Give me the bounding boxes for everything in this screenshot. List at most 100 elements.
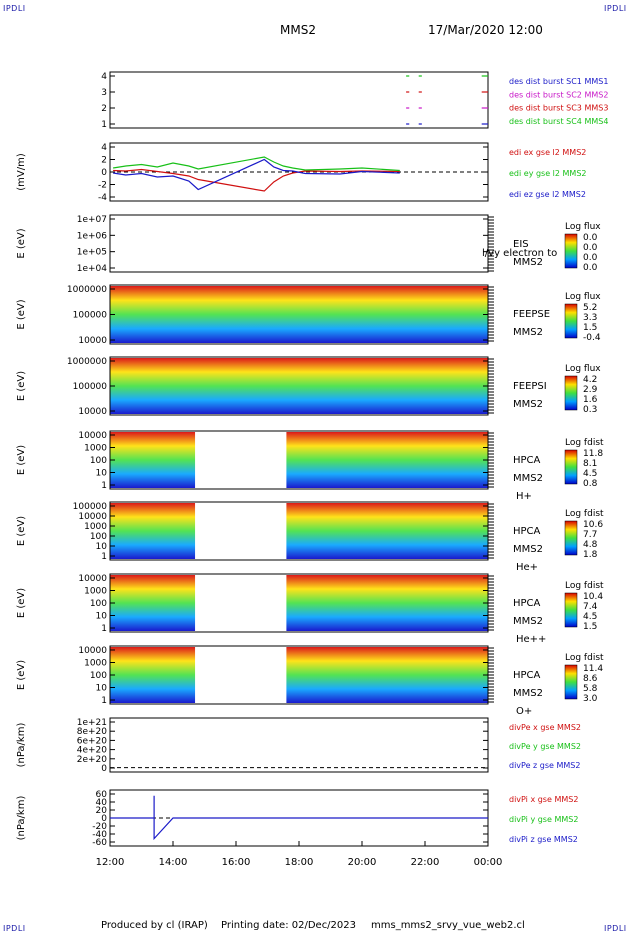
panel-label: HPCA [513,455,541,466]
datetime-title: 17/Mar/2020 12:00 [428,23,543,37]
heatmap-block [110,286,488,343]
colorbar-tick: 4.5 [583,612,597,622]
legend-entry: edi ex gse l2 MMS2 [509,148,586,157]
ytick-label: 1 [101,481,107,491]
panel-label: MMS2 [513,257,543,268]
corner-label-br: IPDLI [604,924,627,933]
ytick-label: 1 [101,696,107,706]
panel-label: He++ [516,634,546,645]
colorbar-tick: 11.8 [583,449,603,459]
legend-entry: divPe x gse MMS2 [509,723,581,732]
colorbar-tick: 11.4 [583,664,603,674]
ytick-label: -2 [98,181,107,191]
colorbar-tick: 0.3 [583,405,597,415]
series-line-ez [113,158,400,191]
ytick-label: 8e+20 [77,727,108,737]
ytick-label: 1e+07 [77,215,107,225]
ytick-label: 4 [101,72,107,82]
legend-entry: divPi y gse MMS2 [509,815,578,824]
ytick-label: 100 [90,671,107,681]
xtick-label: 22:00 [411,857,440,868]
colorbar-tick: 8.1 [583,459,597,469]
panel-label: FEEPSI [513,381,547,392]
panel-hpca-he2: 10000 1000 100 10 1 E (eV) HPCA MMS2 He++ Log fdi… [16,573,604,645]
ytick-label: 40 [96,798,108,808]
ytick-label: -60 [92,838,107,848]
ytick-label: -4 [98,193,107,203]
legend-entry: divPi x gse MMS2 [509,795,578,804]
colorbar-title: Log fdist [565,509,604,519]
colorbar-tick: 0.0 [583,253,598,263]
ytick-label: 4 [101,143,107,153]
colorbar-tick: 5.2 [583,303,597,313]
panel-label: MMS2 [513,688,543,699]
colorbar-tick: 10.6 [583,520,603,530]
ytick-label: 1e+06 [77,231,108,241]
colorbar [564,520,578,556]
panel-label: MMS2 [513,327,543,338]
ytick-label: 0 [101,764,107,774]
ytick-label: 1e+04 [77,264,108,274]
colorbar [564,449,578,485]
ytick-label: 6e+20 [77,736,108,746]
colorbar-tick: 1.8 [583,550,598,560]
legend-entry: des dist burst SC1 MMS1 [509,77,608,86]
panel-label: HPCA [513,526,541,537]
legend-entry: divPe y gse MMS2 [509,742,581,751]
ytick-label: 100000 [73,502,108,512]
panel-label: He+ [516,562,538,573]
legend-entry: edi ey gse l2 MMS2 [509,169,587,178]
heatmap-block [110,575,196,631]
ytick-label: 100 [90,599,107,609]
ylabel: (nPa/km) [16,723,27,768]
heatmap-block [110,358,488,414]
ytick-label: 10000 [78,431,107,441]
footer-printing-date: Printing date: 02/Dec/2023 [221,920,357,931]
heatmap-block [286,647,488,703]
legend-entry: des dist burst SC3 MMS3 [509,104,608,113]
spacecraft-title: MMS2 [280,23,316,37]
legend-entry: edi ez gse l2 MMS2 [509,190,586,199]
ytick-label: 0 [101,814,107,824]
colorbar-title: Log fdist [565,653,604,663]
colorbar-tick: 0.0 [583,233,598,243]
series-line-ex [113,168,400,192]
ytick-label: 10000 [78,646,107,656]
colorbar-tick: 7.4 [583,602,598,612]
colorbar-tick: 4.2 [583,375,597,385]
panel-burst-coverage: 4 3 2 1 des dist burst SC1 MMS1 des dist burs… [101,71,608,130]
panel-hpca-o: 10000 1000 100 10 1 E (eV) HPCA MMS2 O+ Log fdist… [16,645,604,717]
ytick-label: -40 [92,830,107,840]
colorbar-tick: 8.6 [583,674,598,684]
colorbar [564,375,578,411]
panel-label: FEEPSE [513,309,550,320]
panel-label: MMS2 [513,616,543,627]
ytick-label: -20 [92,822,107,832]
heatmap-block [110,647,196,703]
colorbar-title: Log flux [565,222,601,232]
colorbar-tick: 1.5 [583,323,597,333]
ytick-label: 1000 [84,659,107,669]
xtick-label: 14:00 [159,857,188,868]
heatmap-block [110,503,196,559]
ylabel: E (eV) [16,371,27,401]
colorbar-tick: 4.5 [583,469,597,479]
ytick-label: 100 [90,456,107,466]
panel-label: H+ [516,491,532,502]
ytick-label: 100000 [73,311,108,321]
xtick-label: 20:00 [348,857,377,868]
legend-entry: divPi z gse MMS2 [509,835,578,844]
panel-label: MMS2 [513,473,543,484]
panel-frame [109,717,489,773]
ytick-label: 2 [101,104,107,114]
heatmap-block [286,432,488,488]
ytick-label: 1000000 [67,357,107,367]
ylabel: E (eV) [16,660,27,690]
ytick-label: 60 [96,790,108,800]
panel-label: MMS2 [513,544,543,555]
